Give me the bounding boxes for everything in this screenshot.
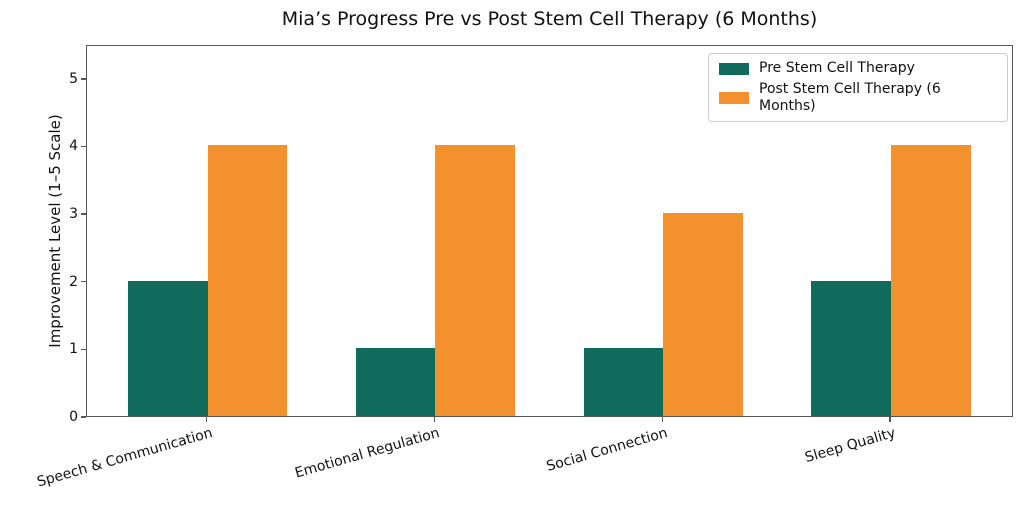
y-tick-label: 4 bbox=[69, 138, 78, 155]
y-tick-label: 2 bbox=[69, 273, 78, 290]
chart-title: Mia’s Progress Pre vs Post Stem Cell The… bbox=[281, 8, 818, 30]
x-tick-mark bbox=[433, 417, 436, 422]
x-tick-mark bbox=[206, 417, 208, 422]
legend-label-pre: Pre Stem Cell Therapy bbox=[759, 60, 915, 76]
bar-pre-speech-communication bbox=[127, 280, 208, 416]
bar-pre-social-connection bbox=[583, 348, 664, 416]
bar-pre-emotional-regulation bbox=[355, 348, 436, 416]
y-tick-mark bbox=[81, 348, 86, 351]
y-tick-mark bbox=[81, 78, 86, 80]
x-tick-label-speech-communication: Speech & Communication bbox=[35, 425, 215, 491]
legend-item-post: Post Stem Cell Therapy (6 Months) bbox=[719, 81, 997, 115]
legend-label-post: Post Stem Cell Therapy (6 Months) bbox=[759, 81, 941, 114]
y-tick-mark bbox=[81, 145, 86, 148]
legend-swatch-post bbox=[719, 92, 749, 104]
x-tick-label-sleep-quality: Sleep Quality bbox=[803, 425, 898, 467]
x-tick-mark bbox=[889, 417, 891, 422]
y-tick-label: 5 bbox=[69, 70, 78, 87]
x-tick-label-emotional-regulation: Emotional Regulation bbox=[293, 425, 442, 482]
x-tick-label-social-connection: Social Connection bbox=[544, 425, 670, 475]
y-tick-mark bbox=[81, 213, 86, 215]
bar-post-social-connection bbox=[663, 213, 743, 416]
y-tick-label: 0 bbox=[69, 409, 78, 425]
legend: Pre Stem Cell Therapy Post Stem Cell The… bbox=[708, 53, 1008, 122]
y-tick-label: 1 bbox=[69, 341, 78, 358]
x-tick-mark bbox=[661, 417, 663, 422]
y-tick-mark bbox=[81, 281, 86, 283]
legend-item-pre: Pre Stem Cell Therapy bbox=[719, 60, 997, 77]
y-tick-mark bbox=[81, 416, 86, 418]
bar-pre-sleep-quality bbox=[811, 280, 891, 416]
legend-swatch-pre bbox=[719, 62, 749, 75]
bar-post-sleep-quality bbox=[891, 145, 971, 416]
bar-post-emotional-regulation bbox=[435, 145, 516, 416]
bar-post-speech-communication bbox=[207, 145, 288, 416]
y-tick-label: 3 bbox=[69, 206, 78, 223]
